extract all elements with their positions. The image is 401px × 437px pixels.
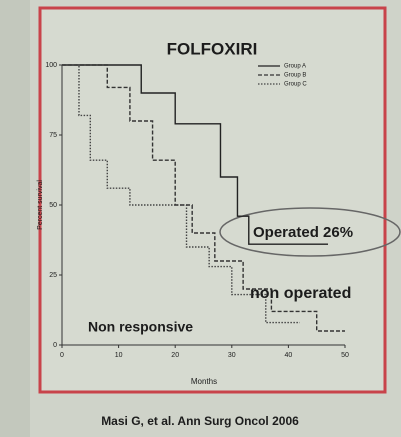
legend-label: Group B [284, 73, 306, 79]
x-tick-label: 40 [285, 352, 293, 359]
survival-curve [62, 64, 329, 245]
adjacent-slide [0, 0, 30, 437]
x-axis-label: Months [191, 377, 217, 386]
chart-title: FOLFOXIRI [167, 39, 258, 58]
x-tick-label: 0 [60, 352, 64, 359]
annotation: non operated [250, 285, 351, 302]
annotation: Operated 26% [253, 224, 353, 241]
y-axis-label: Percent survival [37, 180, 44, 230]
annotation: Non responsive [88, 319, 193, 335]
legend-label: Group A [284, 64, 306, 70]
x-tick-label: 30 [228, 352, 236, 359]
y-tick-label: 0 [53, 342, 57, 349]
y-tick-label: 75 [49, 132, 57, 139]
survival-curve [62, 64, 300, 324]
x-tick-label: 10 [115, 352, 123, 359]
y-tick-label: 100 [45, 62, 57, 69]
y-tick-label: 50 [49, 202, 57, 209]
highlight-ellipse [219, 207, 401, 257]
legend-label: Group C [284, 82, 307, 88]
x-tick-label: 50 [341, 352, 349, 359]
survival-curve [62, 64, 345, 332]
x-tick-label: 20 [171, 352, 179, 359]
slide-frame [38, 6, 387, 394]
y-tick-label: 25 [49, 272, 57, 279]
source: Masi G, et al. Ann Surg Oncol 2006 [101, 414, 299, 428]
